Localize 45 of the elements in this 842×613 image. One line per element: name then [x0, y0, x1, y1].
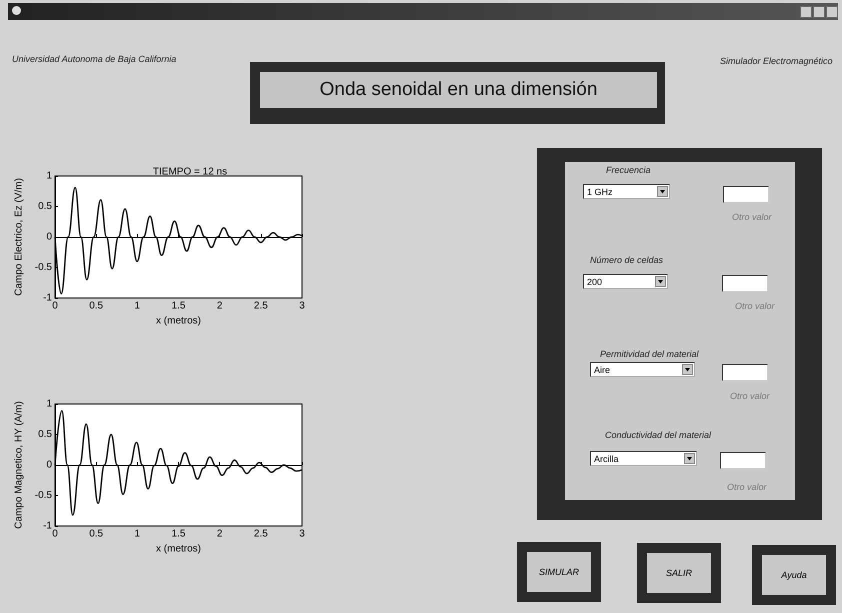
text: Permitividad del material	[600, 349, 699, 359]
x-tick-label: 1	[134, 528, 141, 540]
y-tick-label: 0	[46, 232, 52, 242]
x-tick-label: 1.5	[172, 528, 186, 540]
dropdown: Arcilla	[590, 451, 697, 466]
x-tick-label: 0.5	[89, 528, 104, 540]
x-tick-label: 2	[216, 300, 223, 312]
x-axis-title: x (metros)	[156, 316, 201, 326]
x-tick-label: 3	[299, 528, 306, 540]
x-tick-label: 0.5	[89, 300, 104, 312]
x-axis-title: x (metros)	[156, 544, 201, 554]
text: Número de celdas	[590, 255, 664, 265]
y-tick-label: 0.5	[38, 429, 52, 440]
text: Otro valor	[735, 301, 775, 311]
y-tick-label: -1	[43, 292, 52, 304]
x-tick-label: 1	[134, 300, 141, 312]
text: Otro valor	[727, 482, 767, 492]
text: Onda senoidal en una dimensión	[260, 72, 657, 108]
y-axis-title: Campo Electrico, Ez (V/m)	[13, 178, 24, 296]
button: Ayuda	[752, 545, 836, 605]
text: Otro valor	[732, 212, 772, 222]
y-axis-title: Campo Magnetico, HY (A/m)	[13, 401, 24, 529]
y-tick-label: -0.5	[34, 490, 52, 501]
x-tick-label: 2.5	[254, 300, 268, 312]
text: Conductividad del material	[605, 430, 712, 440]
button: SIMULAR	[517, 542, 601, 602]
x-tick-label: 1.5	[172, 300, 186, 312]
y-tick-label: -1	[43, 520, 52, 532]
dropdown: 200	[583, 274, 668, 289]
dropdown: Aire	[590, 362, 695, 377]
y-tick-label: 1	[46, 398, 52, 410]
x-tick-label: 3	[299, 300, 306, 312]
y-tick-label: 0.5	[38, 201, 52, 212]
x-tick-label: 2	[216, 528, 223, 540]
x-tick-label: 2.5	[254, 528, 268, 540]
chart-title: TIEMPO = 12 ns	[152, 166, 228, 178]
y-tick-label: 1	[46, 170, 52, 182]
text: Universidad Autonoma de Baja California	[12, 54, 176, 64]
y-tick-label: -0.5	[34, 262, 52, 273]
text: Otro valor	[730, 391, 770, 401]
text: Frecuencia	[606, 165, 651, 175]
y-tick-label: 0	[46, 460, 52, 470]
text: Simulador Electromagnético	[720, 56, 833, 66]
button: SALIR	[637, 543, 721, 603]
dropdown: 1 GHz	[583, 184, 670, 199]
